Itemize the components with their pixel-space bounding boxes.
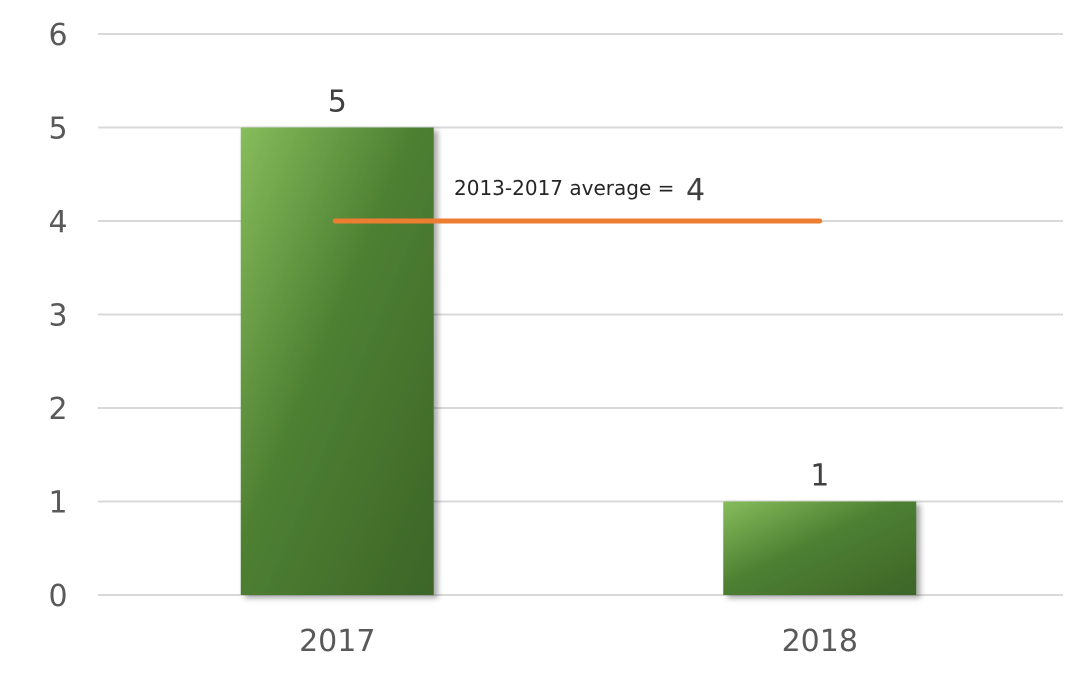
y-tick-label: 1 [48,486,67,521]
x-tick-label: 2018 [782,624,858,659]
average-reference: 2013-2017 average = 4 [332,173,823,224]
average-annotation-label: 2013-2017 average = [454,176,674,200]
y-tick-label: 5 [48,112,67,147]
data-label: 1 [810,459,829,494]
y-tick-label: 6 [48,18,67,53]
bars [240,127,917,595]
y-tick-label: 3 [48,299,67,334]
y-axis-ticks: 0 1 2 3 4 5 6 [48,18,67,614]
data-label: 5 [328,85,347,120]
average-annotation-value: 4 [686,173,705,208]
bar-2018 [723,501,917,595]
data-labels: 51 [328,85,830,494]
y-tick-label: 2 [48,392,67,427]
y-tick-label: 0 [48,579,67,614]
y-tick-label: 4 [48,205,67,240]
bar-2017 [240,127,434,595]
x-tick-label: 2017 [299,624,375,659]
x-axis-ticks: 2017 2018 [299,624,858,659]
